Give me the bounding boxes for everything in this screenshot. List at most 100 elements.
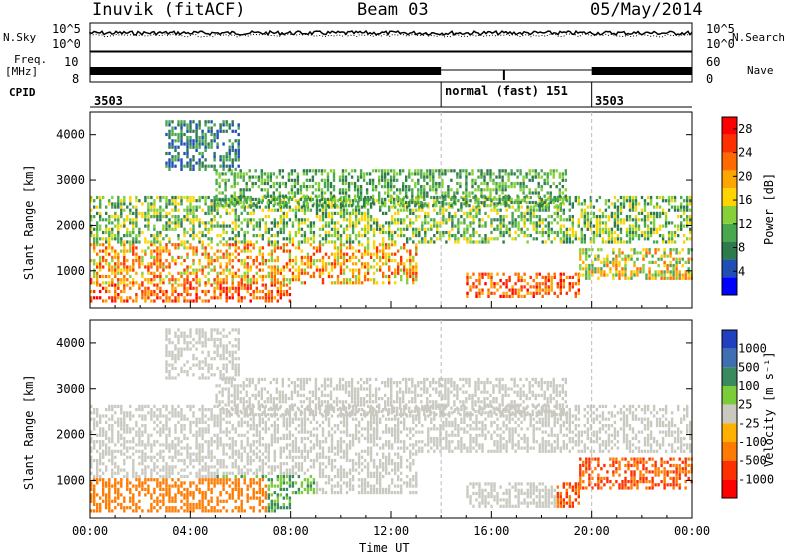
- power-cell: [608, 215, 610, 218]
- velocity-cell: [105, 485, 107, 488]
- velocity-cell: [232, 456, 234, 459]
- power-cell: [645, 255, 647, 258]
- velocity-cell: [126, 506, 128, 509]
- power-cell: [229, 246, 231, 249]
- power-cell: [505, 282, 507, 285]
- velocity-cell: [210, 453, 212, 456]
- power-cell: [644, 221, 646, 224]
- power-cell: [363, 172, 365, 175]
- power-cell: [219, 262, 221, 265]
- velocity-cell: [325, 465, 327, 468]
- power-cell: [180, 240, 182, 243]
- power-cell: [510, 185, 512, 188]
- power-cell: [584, 212, 586, 215]
- power-cell: [300, 191, 302, 194]
- power-cell: [171, 290, 173, 293]
- power-cell: [232, 209, 234, 212]
- power-cell: [286, 265, 288, 268]
- power-cell: [216, 234, 218, 237]
- power-cell: [617, 240, 619, 243]
- power-cell: [189, 281, 191, 284]
- velocity-cell: [289, 453, 291, 456]
- power-cell: [343, 218, 345, 221]
- power-cell: [195, 253, 197, 256]
- power-cell: [156, 246, 158, 249]
- power-cell: [508, 221, 510, 224]
- power-cell: [117, 281, 119, 284]
- velocity-cell: [147, 478, 149, 481]
- velocity-cell: [183, 503, 185, 506]
- power-cell: [563, 279, 565, 282]
- power-cell: [177, 202, 179, 205]
- power-cell: [474, 195, 476, 198]
- power-cell: [159, 199, 161, 202]
- power-cell: [306, 169, 308, 172]
- power-cell: [539, 282, 541, 285]
- velocity-cell: [105, 506, 107, 509]
- power-cell: [669, 274, 671, 277]
- power-cell: [511, 292, 513, 295]
- power-cell: [244, 262, 246, 265]
- power-cell: [201, 152, 203, 155]
- power-cell: [361, 262, 363, 265]
- power-cell: [171, 243, 173, 246]
- velocity-cell: [195, 459, 197, 462]
- power-cell: [556, 169, 558, 172]
- power-cell: [262, 269, 264, 272]
- power-cell: [195, 162, 197, 165]
- velocity-cell: [174, 485, 176, 488]
- power-cell: [373, 265, 375, 268]
- power-cell: [415, 269, 417, 272]
- power-cell: [150, 293, 152, 296]
- velocity-cell: [177, 485, 179, 488]
- power-cell: [171, 228, 173, 231]
- power-cell: [481, 237, 483, 240]
- power-cell: [189, 209, 191, 212]
- power-cell: [566, 218, 568, 221]
- power-cell: [345, 198, 347, 201]
- power-cell: [243, 195, 245, 198]
- velocity-cell: [259, 488, 261, 491]
- power-cell: [195, 123, 197, 126]
- power-cell: [253, 275, 255, 278]
- velocity-cell: [277, 500, 279, 503]
- velocity-cell: [298, 475, 300, 478]
- velocity-cell: [168, 500, 170, 503]
- power-cell: [147, 262, 149, 265]
- power-cell: [232, 123, 234, 126]
- power-cell: [328, 256, 330, 259]
- power-cell: [496, 228, 498, 231]
- power-cell: [562, 191, 564, 194]
- power-cell: [635, 228, 637, 231]
- power-cell: [536, 221, 538, 224]
- power-cell: [478, 295, 480, 298]
- power-cell: [162, 196, 164, 199]
- velocity-cell: [135, 472, 137, 475]
- power-cell: [550, 195, 552, 198]
- power-cell: [189, 120, 191, 123]
- velocity-cell: [286, 469, 288, 472]
- power-cell: [594, 255, 596, 258]
- velocity-cell: [153, 506, 155, 509]
- velocity-cell: [132, 459, 134, 462]
- power-cell: [560, 292, 562, 295]
- velocity-cell: [108, 500, 110, 503]
- power-cell: [111, 296, 113, 299]
- power-cell: [432, 185, 434, 188]
- power-cell: [651, 274, 653, 277]
- power-cell: [238, 155, 240, 158]
- power-cell: [499, 218, 501, 221]
- velocity-cell: [295, 462, 297, 465]
- power-cell: [572, 282, 574, 285]
- power-cell: [285, 204, 287, 207]
- power-cell: [689, 237, 691, 240]
- power-cell: [256, 287, 258, 290]
- power-cell: [526, 206, 528, 209]
- power-cell: [529, 188, 531, 191]
- power-cell: [135, 237, 137, 240]
- power-cell: [487, 295, 489, 298]
- power-cell: [426, 169, 428, 172]
- power-cell: [384, 198, 386, 201]
- power-cell: [138, 262, 140, 265]
- power-cell: [192, 199, 194, 202]
